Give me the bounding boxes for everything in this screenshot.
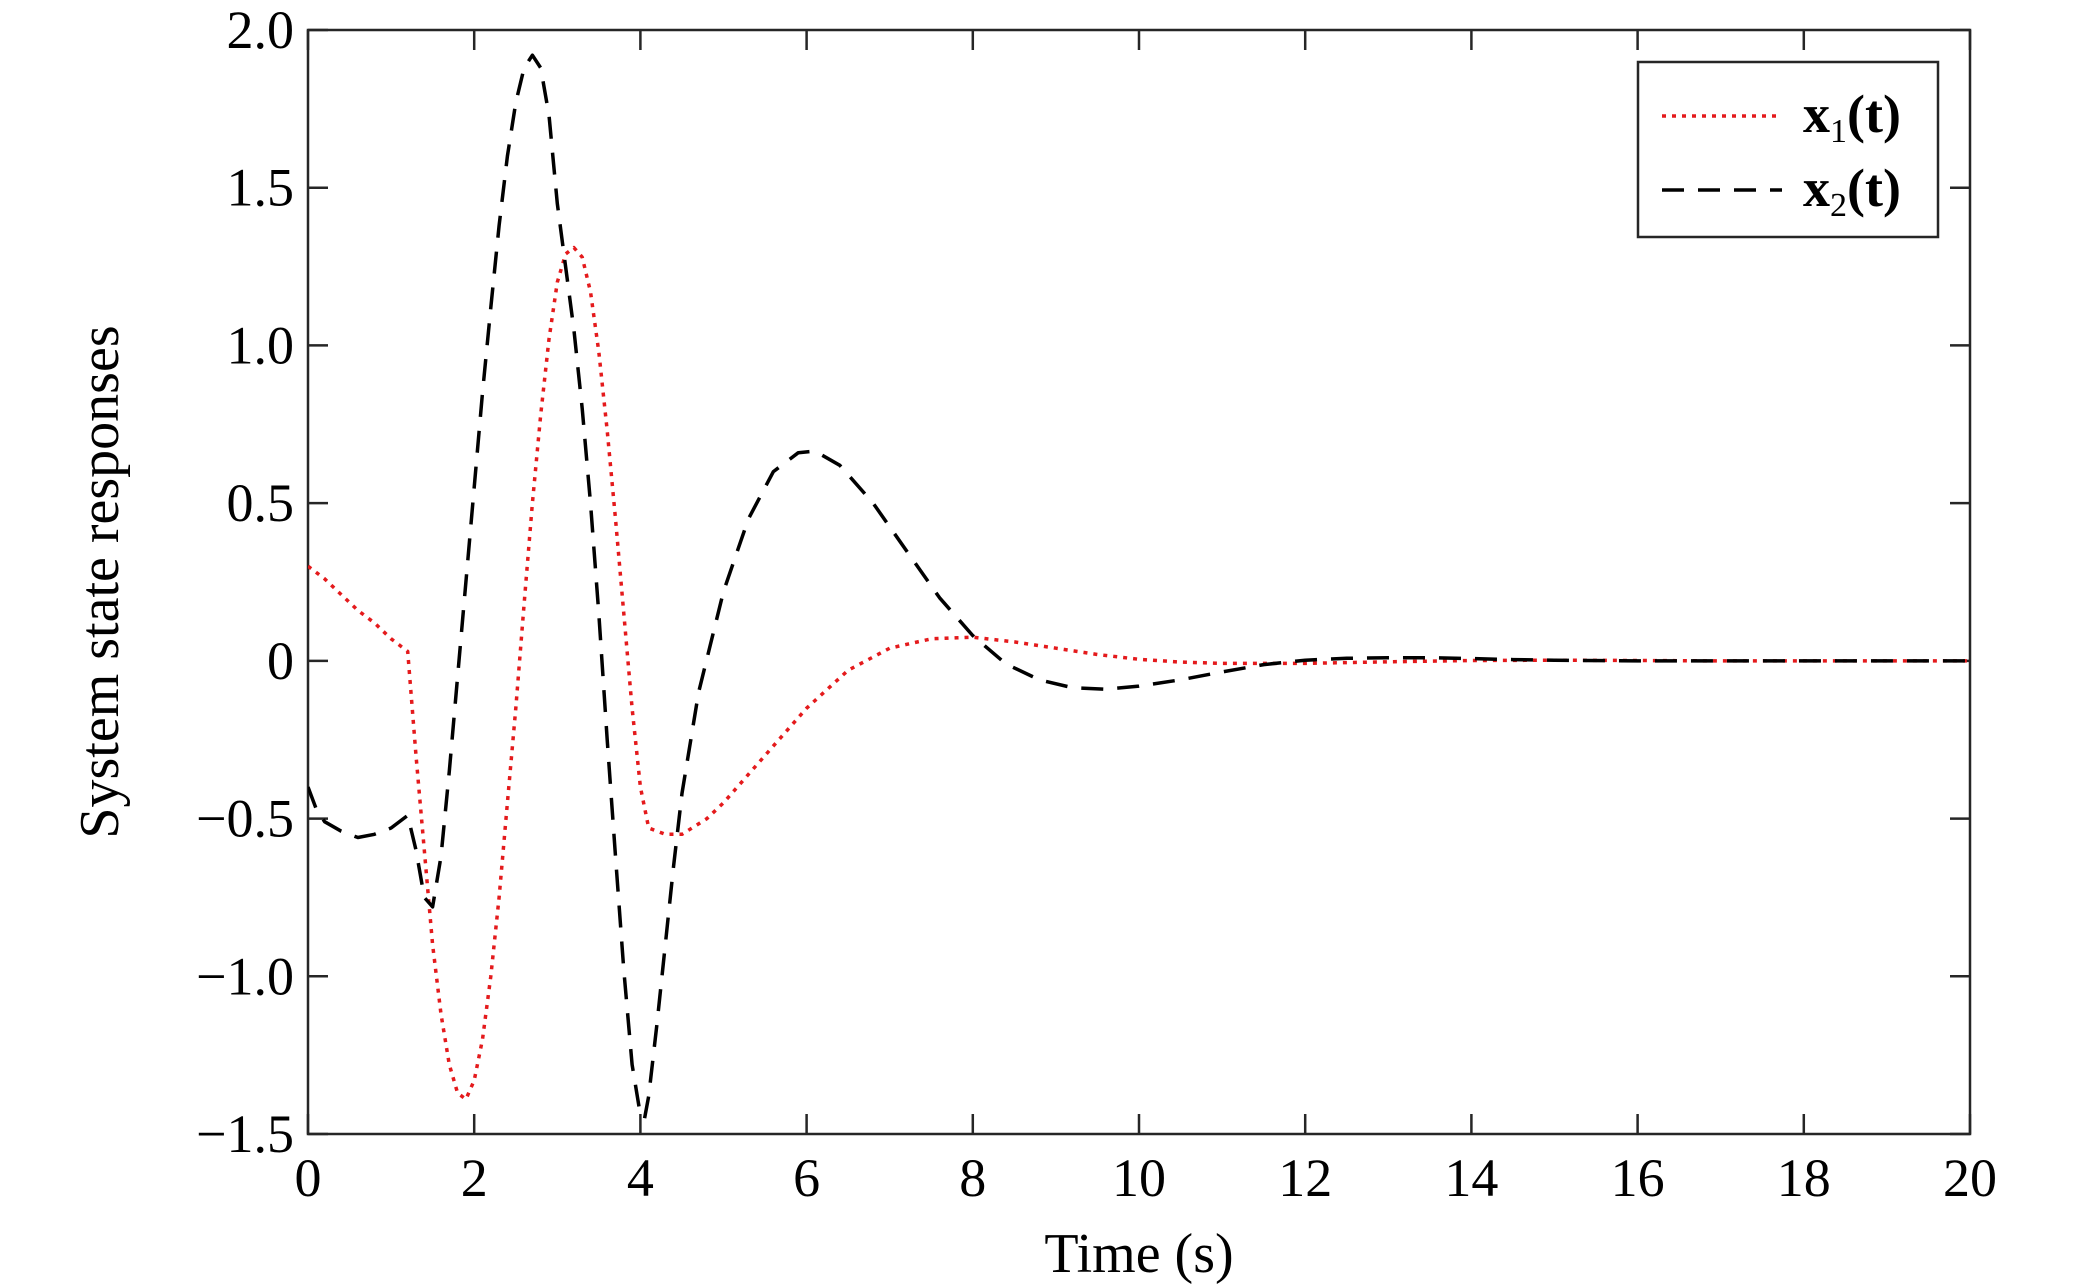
y-tick-label: 0 (267, 631, 294, 691)
y-tick-label: −1.0 (196, 946, 294, 1006)
x-tick-label: 16 (1611, 1148, 1665, 1208)
x-tick-label: 20 (1943, 1148, 1997, 1208)
legend-box (1636, 60, 1940, 239)
x-tick-label: 4 (627, 1148, 654, 1208)
x-tick-label: 2 (461, 1148, 488, 1208)
legend-label-x2-main: x (1803, 158, 1830, 218)
y-tick-label: 1.5 (227, 158, 295, 218)
x-tick-label: 18 (1777, 1148, 1831, 1208)
legend-label-x2-tail: (t) (1847, 158, 1901, 218)
legend-label-x1-tail: (t) (1847, 84, 1901, 144)
axis-ticks (306, 28, 1972, 1136)
y-axis-label: System state responses (69, 325, 131, 838)
legend-label-x2: x2(t) (1803, 158, 1901, 224)
y-tick-label: −0.5 (196, 789, 294, 849)
legend: x1(t) x2(t) (1636, 60, 1940, 239)
legend-label-x1: x1(t) (1803, 84, 1901, 150)
axis-tick-labels: 0 2 4 6 8 10 12 14 16 18 20−1.5−1.0−0.500.51.01.52… (196, 0, 1997, 1208)
x-tick-label: 14 (1444, 1148, 1498, 1208)
x-tick-label: 6 (793, 1148, 820, 1208)
legend-label-x1-sub: 1 (1830, 113, 1847, 150)
y-tick-label: 0.5 (227, 473, 295, 533)
y-tick-label: −1.5 (196, 1104, 294, 1164)
series-line-x1 (308, 245, 1970, 1102)
series-layer (308, 53, 1970, 1120)
x-tick-label: 12 (1278, 1148, 1332, 1208)
x-tick-label: 10 (1112, 1148, 1166, 1208)
y-tick-label: 2.0 (227, 0, 295, 60)
x-tick-label: 8 (959, 1148, 986, 1208)
series-line-x2 (308, 53, 1970, 1120)
y-tick-label: 1.0 (227, 315, 295, 375)
x-axis-label: Time (s) (1044, 1223, 1233, 1285)
x-tick-label: 0 (295, 1148, 322, 1208)
legend-label-x1-main: x (1803, 84, 1830, 144)
legend-label-x2-sub: 2 (1830, 187, 1847, 224)
